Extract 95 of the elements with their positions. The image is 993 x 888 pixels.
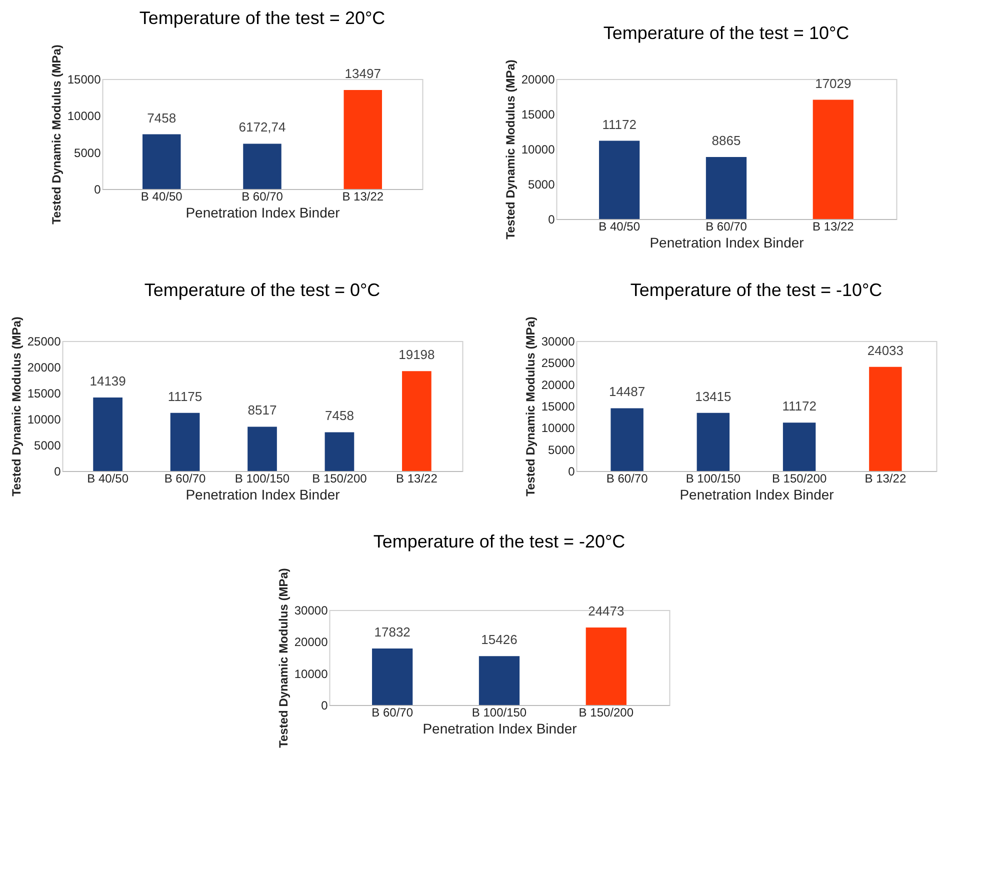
data-label: 17029 — [815, 76, 852, 91]
y-tick-label: 15000 — [67, 72, 102, 86]
bar — [610, 408, 644, 471]
data-label: 15426 — [481, 632, 518, 648]
y-tick-label: 10000 — [294, 666, 328, 681]
x-axis-title: Penetration Index Binder — [186, 204, 340, 220]
y-axis-title: Tested Dynamic Modulus (MPa) — [49, 44, 64, 224]
chart-title: Temperature of the test = -10°C — [630, 280, 882, 300]
x-tick-label: B 60/70 — [372, 706, 414, 720]
x-tick-label: B 60/70 — [706, 220, 748, 234]
y-tick-label: 30000 — [294, 604, 328, 618]
y-tick-label: 20000 — [27, 360, 62, 374]
y-tick-label: 5000 — [74, 146, 102, 160]
bar — [170, 412, 200, 471]
chart-title: Temperature of the test = 10°C — [603, 23, 850, 44]
bar — [812, 100, 854, 219]
bar — [93, 397, 122, 471]
y-tick-label: 5000 — [34, 438, 62, 452]
y-tick-label: 20000 — [541, 378, 576, 392]
bar — [782, 422, 816, 471]
x-tick-label: B 60/70 — [242, 190, 284, 204]
bar — [344, 90, 382, 189]
x-tick-label: B 40/50 — [87, 472, 129, 486]
data-label: 13497 — [344, 66, 381, 82]
y-axis-title: Tested Dynamic Modulus (MPa) — [9, 316, 24, 496]
x-axis-title: Penetration Index Binder — [422, 720, 578, 736]
y-tick-label: 0 — [54, 464, 62, 478]
bar — [696, 412, 730, 471]
x-tick-label: B 40/50 — [598, 220, 640, 234]
y-axis-title: Tested Dynamic Modulus (MPa) — [276, 568, 290, 748]
y-tick-label: 0 — [321, 698, 328, 712]
x-tick-label: B 150/200 — [312, 472, 368, 486]
y-axis-title: Tested Dynamic Modulus (MPa) — [503, 60, 518, 240]
y-tick-label: 10000 — [541, 421, 576, 436]
x-tick-label: B 100/150 — [234, 472, 290, 486]
y-tick-label: 10000 — [27, 412, 62, 426]
bar — [586, 628, 626, 705]
data-label: 24033 — [867, 342, 904, 358]
x-axis-title: Penetration Index Binder — [650, 234, 804, 250]
bar — [248, 426, 277, 471]
bar — [142, 134, 181, 189]
x-tick-label: B 13/22 — [342, 190, 384, 204]
y-tick-label: 5000 — [528, 178, 556, 192]
x-tick-label: B 40/50 — [140, 190, 183, 204]
bar — [869, 366, 902, 471]
data-label: 8517 — [248, 402, 277, 418]
x-tick-label: B 150/200 — [578, 706, 634, 720]
y-tick-label: 0 — [568, 464, 576, 478]
y-tick-label: 0 — [548, 212, 556, 226]
y-tick-label: 10000 — [521, 142, 556, 156]
data-label: 6172,74 — [238, 120, 286, 135]
y-tick-label: 20000 — [521, 72, 556, 86]
bar — [599, 140, 640, 219]
y-tick-label: 20000 — [294, 635, 328, 650]
x-tick-label: B 13/22 — [864, 472, 906, 486]
x-tick-label: B 60/70 — [606, 472, 648, 486]
y-tick-label: 25000 — [27, 334, 62, 348]
bar — [706, 156, 747, 219]
y-tick-label: 0 — [94, 182, 102, 196]
bar — [372, 648, 413, 705]
y-tick-label: 15000 — [521, 108, 556, 122]
data-label: 7458 — [147, 110, 176, 126]
y-tick-label: 10000 — [67, 109, 102, 124]
data-label: 13415 — [695, 388, 732, 404]
chart-title: Temperature of the test = 20°C — [139, 8, 386, 28]
x-tick-label: B 60/70 — [164, 472, 206, 486]
x-tick-label: B 13/22 — [812, 220, 854, 234]
x-tick-label: B 100/150 — [472, 706, 527, 720]
data-label: 14139 — [90, 373, 126, 388]
data-label: 11172 — [602, 116, 636, 132]
y-tick-label: 5000 — [548, 442, 576, 457]
data-label: 7458 — [325, 408, 354, 424]
y-tick-label: 15000 — [27, 386, 62, 400]
bar — [402, 371, 432, 471]
bar — [478, 656, 520, 705]
y-tick-label: 15000 — [541, 400, 576, 414]
data-label: 11175 — [168, 388, 202, 404]
x-tick-label: B 150/200 — [772, 472, 827, 486]
data-label: 8865 — [712, 132, 741, 148]
data-label: 19198 — [398, 347, 435, 362]
bar — [324, 432, 354, 471]
y-axis-title: Tested Dynamic Modulus (MPa) — [523, 316, 538, 496]
chart-title: Temperature of the test = 0°C — [144, 280, 380, 300]
y-tick-label: 30000 — [541, 334, 576, 348]
data-label: 14487 — [608, 384, 646, 400]
data-label: 24473 — [588, 604, 624, 618]
bar — [243, 144, 282, 189]
y-tick-label: 25000 — [541, 356, 576, 370]
x-axis-title: Penetration Index Binder — [186, 486, 340, 502]
chart-title: Temperature of the test = -20°C — [373, 532, 626, 552]
x-tick-label: B 100/150 — [686, 472, 741, 486]
x-tick-label: B 13/22 — [396, 472, 438, 486]
data-label: 11172 — [782, 398, 816, 414]
x-axis-title: Penetration Index Binder — [680, 486, 834, 502]
data-label: 17832 — [374, 624, 410, 640]
